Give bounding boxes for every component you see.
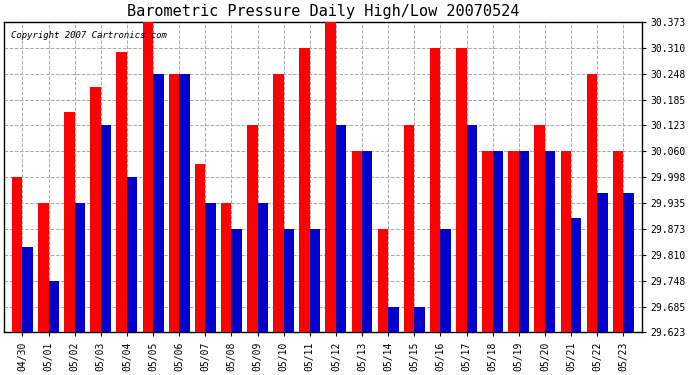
Bar (231, 229, 242, 332)
Bar (247, 125, 257, 332)
Bar (284, 229, 294, 332)
Bar (456, 48, 466, 332)
Bar (117, 52, 127, 332)
Bar (326, 22, 336, 332)
Bar (362, 152, 373, 332)
Bar (90, 87, 101, 332)
Bar (586, 74, 597, 332)
Bar (560, 152, 571, 332)
Bar (273, 74, 284, 332)
Bar (206, 203, 216, 332)
Bar (101, 125, 111, 332)
Bar (613, 152, 623, 332)
Bar (64, 112, 75, 332)
Bar (257, 203, 268, 332)
Bar (48, 280, 59, 332)
Bar (336, 125, 346, 332)
Bar (143, 22, 153, 332)
Bar (127, 177, 137, 332)
Bar (404, 125, 414, 332)
Bar (299, 48, 310, 332)
Text: Copyright 2007 Cartronics.com: Copyright 2007 Cartronics.com (10, 31, 166, 40)
Bar (310, 229, 320, 332)
Bar (12, 177, 23, 332)
Bar (414, 307, 425, 332)
Bar (221, 203, 231, 332)
Bar (179, 74, 190, 332)
Bar (169, 74, 179, 332)
Bar (38, 203, 48, 332)
Bar (23, 247, 33, 332)
Bar (466, 125, 477, 332)
Bar (430, 48, 440, 332)
Bar (482, 152, 493, 332)
Bar (493, 152, 503, 332)
Bar (195, 164, 206, 332)
Bar (509, 152, 519, 332)
Bar (519, 152, 529, 332)
Bar (388, 307, 399, 332)
Bar (352, 152, 362, 332)
Bar (623, 193, 633, 332)
Bar (153, 74, 164, 332)
Bar (440, 229, 451, 332)
Bar (377, 229, 388, 332)
Bar (75, 203, 85, 332)
Bar (597, 193, 608, 332)
Bar (535, 125, 545, 332)
Bar (545, 152, 555, 332)
Title: Barometric Pressure Daily High/Low 20070524: Barometric Pressure Daily High/Low 20070… (127, 4, 519, 19)
Bar (571, 217, 582, 332)
